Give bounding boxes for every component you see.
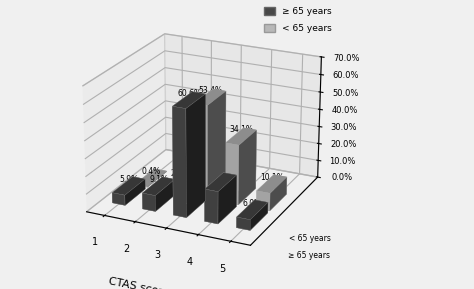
Legend: ≥ 65 years, < 65 years: ≥ 65 years, < 65 years xyxy=(261,5,334,36)
X-axis label: CTAS scores: CTAS scores xyxy=(108,277,176,289)
Text: < 65 years: < 65 years xyxy=(289,234,330,243)
Text: ≥ 65 years: ≥ 65 years xyxy=(289,251,330,260)
